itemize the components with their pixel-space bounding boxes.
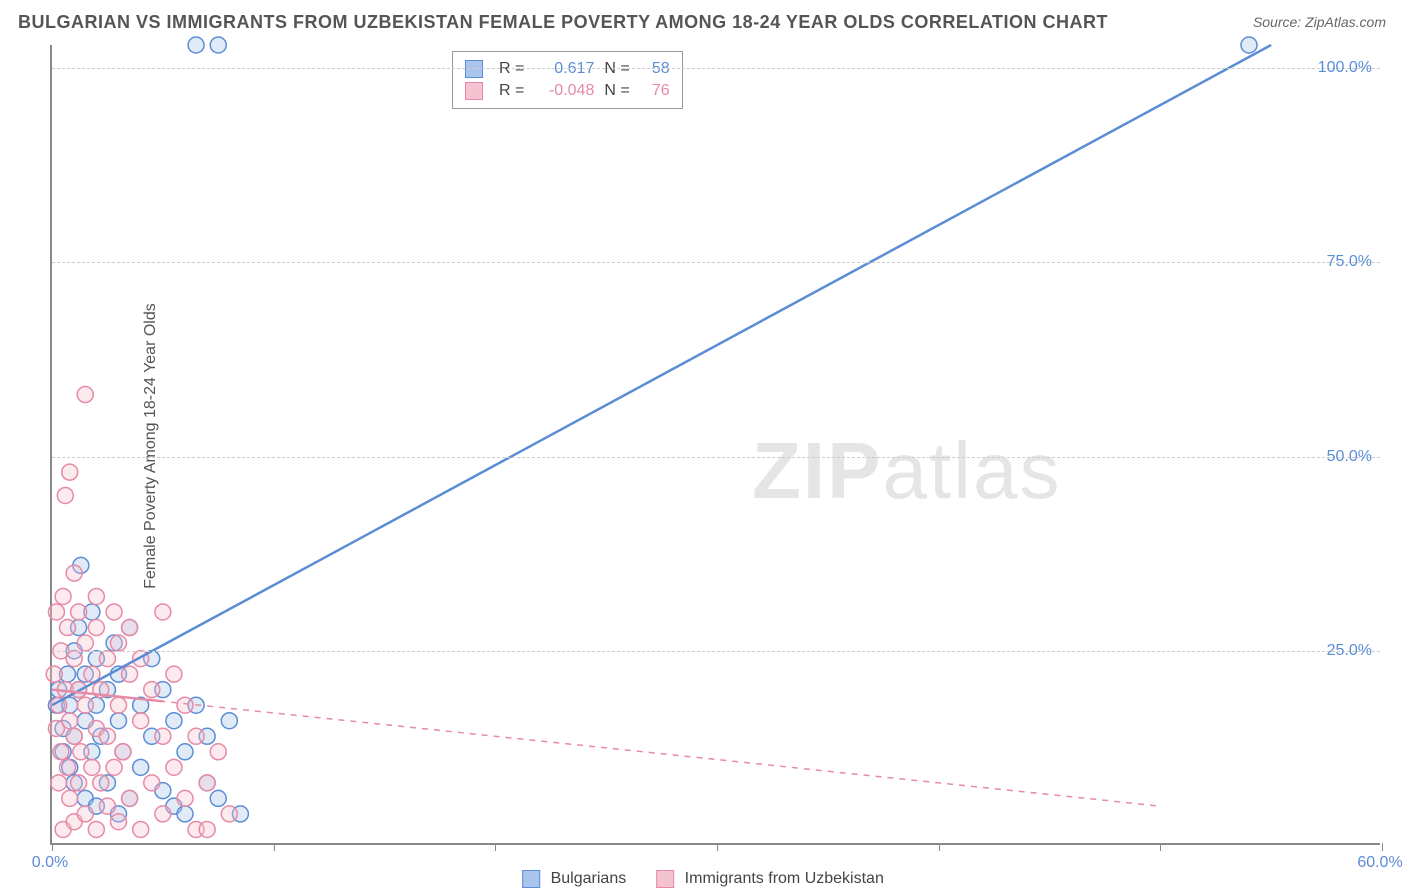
trend-line: [52, 45, 1271, 705]
data-point: [62, 790, 78, 806]
ytick-label: 100.0%: [1318, 59, 1372, 77]
data-point: [73, 744, 89, 760]
data-point: [53, 744, 69, 760]
legend-swatch-b2: [656, 870, 674, 888]
data-point: [93, 775, 109, 791]
data-point: [1241, 37, 1257, 53]
data-point: [210, 744, 226, 760]
data-point: [77, 806, 93, 822]
data-point: [111, 713, 127, 729]
data-point: [71, 604, 87, 620]
n-value-2: 76: [640, 82, 670, 100]
r-value-2: -0.048: [534, 82, 594, 100]
data-point: [88, 620, 104, 636]
data-point: [88, 821, 104, 837]
data-point: [155, 604, 171, 620]
data-point: [48, 604, 64, 620]
n-prefix-2: N =: [604, 82, 629, 100]
data-point: [221, 806, 237, 822]
source-label: Source: ZipAtlas.com: [1253, 14, 1386, 30]
data-point: [66, 651, 82, 667]
data-point: [133, 821, 149, 837]
data-point: [166, 759, 182, 775]
data-point: [133, 759, 149, 775]
data-point: [77, 635, 93, 651]
data-point: [71, 775, 87, 791]
data-point: [66, 565, 82, 581]
data-point: [199, 821, 215, 837]
data-point: [99, 728, 115, 744]
data-point: [188, 728, 204, 744]
data-point: [144, 682, 160, 698]
legend-item-1: Bulgarians: [522, 870, 626, 888]
legend-item-2: Immigrants from Uzbekistan: [656, 870, 884, 888]
legend-swatch-b1: [522, 870, 540, 888]
data-point: [155, 728, 171, 744]
data-point: [62, 713, 78, 729]
data-point: [155, 806, 171, 822]
data-point: [99, 651, 115, 667]
data-point: [55, 588, 71, 604]
legend-row-2: R = -0.048 N = 76: [465, 80, 670, 102]
ytick-label: 25.0%: [1327, 642, 1372, 660]
data-point: [106, 759, 122, 775]
data-point: [122, 790, 138, 806]
data-point: [60, 620, 76, 636]
data-point: [177, 806, 193, 822]
chart-title: BULGARIAN VS IMMIGRANTS FROM UZBEKISTAN …: [18, 12, 1108, 33]
data-point: [210, 37, 226, 53]
data-point: [188, 37, 204, 53]
xtick-label: 60.0%: [1357, 854, 1402, 872]
data-point: [77, 697, 93, 713]
data-point: [84, 759, 100, 775]
data-point: [51, 775, 67, 791]
data-point: [111, 635, 127, 651]
data-point: [106, 604, 122, 620]
data-point: [177, 697, 193, 713]
correlation-legend: R = 0.617 N = 58 R = -0.048 N = 76: [452, 51, 683, 109]
data-point: [166, 713, 182, 729]
data-point: [66, 728, 82, 744]
data-point: [199, 775, 215, 791]
r-prefix-2: R =: [499, 82, 524, 100]
data-point: [111, 697, 127, 713]
data-point: [99, 798, 115, 814]
data-point: [210, 790, 226, 806]
data-point: [88, 588, 104, 604]
data-point: [177, 790, 193, 806]
ytick-label: 75.0%: [1327, 253, 1372, 271]
series-legend: Bulgarians Immigrants from Uzbekistan: [522, 870, 884, 888]
data-point: [115, 744, 131, 760]
data-point: [46, 666, 62, 682]
data-point: [111, 814, 127, 830]
data-point: [122, 666, 138, 682]
ytick-label: 50.0%: [1327, 448, 1372, 466]
data-point: [57, 487, 73, 503]
xtick-label: 0.0%: [32, 854, 68, 872]
data-point: [177, 744, 193, 760]
legend-swatch-2: [465, 82, 483, 100]
data-point: [60, 759, 76, 775]
legend-label-1: Bulgarians: [551, 870, 627, 887]
data-point: [77, 387, 93, 403]
data-point: [166, 666, 182, 682]
data-point: [133, 713, 149, 729]
data-point: [122, 620, 138, 636]
data-point: [221, 713, 237, 729]
plot-svg: [52, 45, 1380, 843]
data-point: [62, 464, 78, 480]
plot-area: R = 0.617 N = 58 R = -0.048 N = 76 ZIPat…: [50, 45, 1380, 845]
legend-label-2: Immigrants from Uzbekistan: [685, 870, 884, 887]
data-point: [144, 775, 160, 791]
